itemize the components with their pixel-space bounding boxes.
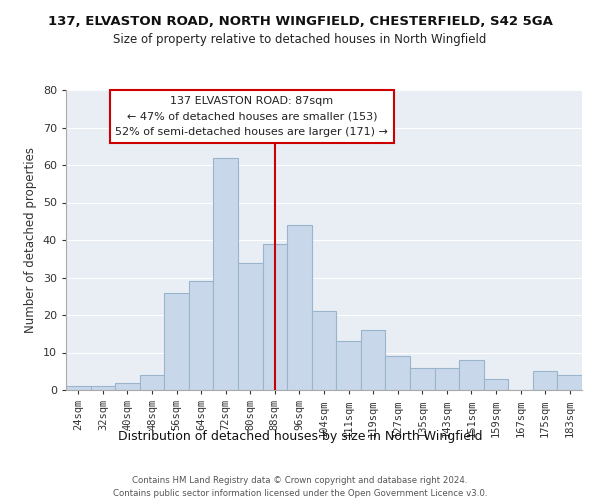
Text: 137 ELVASTON ROAD: 87sqm
← 47% of detached houses are smaller (153)
52% of semi-: 137 ELVASTON ROAD: 87sqm ← 47% of detach…: [115, 96, 388, 137]
Text: Contains HM Land Registry data © Crown copyright and database right 2024.: Contains HM Land Registry data © Crown c…: [132, 476, 468, 485]
Bar: [336, 341, 361, 390]
Bar: [189, 281, 214, 390]
Bar: [484, 379, 508, 390]
Bar: [459, 360, 484, 390]
Text: Distribution of detached houses by size in North Wingfield: Distribution of detached houses by size …: [118, 430, 482, 443]
Bar: [91, 386, 115, 390]
Bar: [361, 330, 385, 390]
Text: Size of property relative to detached houses in North Wingfield: Size of property relative to detached ho…: [113, 32, 487, 46]
Bar: [312, 311, 336, 390]
Bar: [533, 371, 557, 390]
Bar: [115, 382, 140, 390]
Y-axis label: Number of detached properties: Number of detached properties: [24, 147, 37, 333]
Bar: [434, 368, 459, 390]
Bar: [238, 262, 263, 390]
Bar: [287, 225, 312, 390]
Text: 137, ELVASTON ROAD, NORTH WINGFIELD, CHESTERFIELD, S42 5GA: 137, ELVASTON ROAD, NORTH WINGFIELD, CHE…: [47, 15, 553, 28]
Bar: [214, 158, 238, 390]
Bar: [140, 375, 164, 390]
Bar: [164, 292, 189, 390]
Bar: [410, 368, 434, 390]
Bar: [385, 356, 410, 390]
Bar: [557, 375, 582, 390]
Text: Contains public sector information licensed under the Open Government Licence v3: Contains public sector information licen…: [113, 488, 487, 498]
Bar: [66, 386, 91, 390]
Bar: [263, 244, 287, 390]
